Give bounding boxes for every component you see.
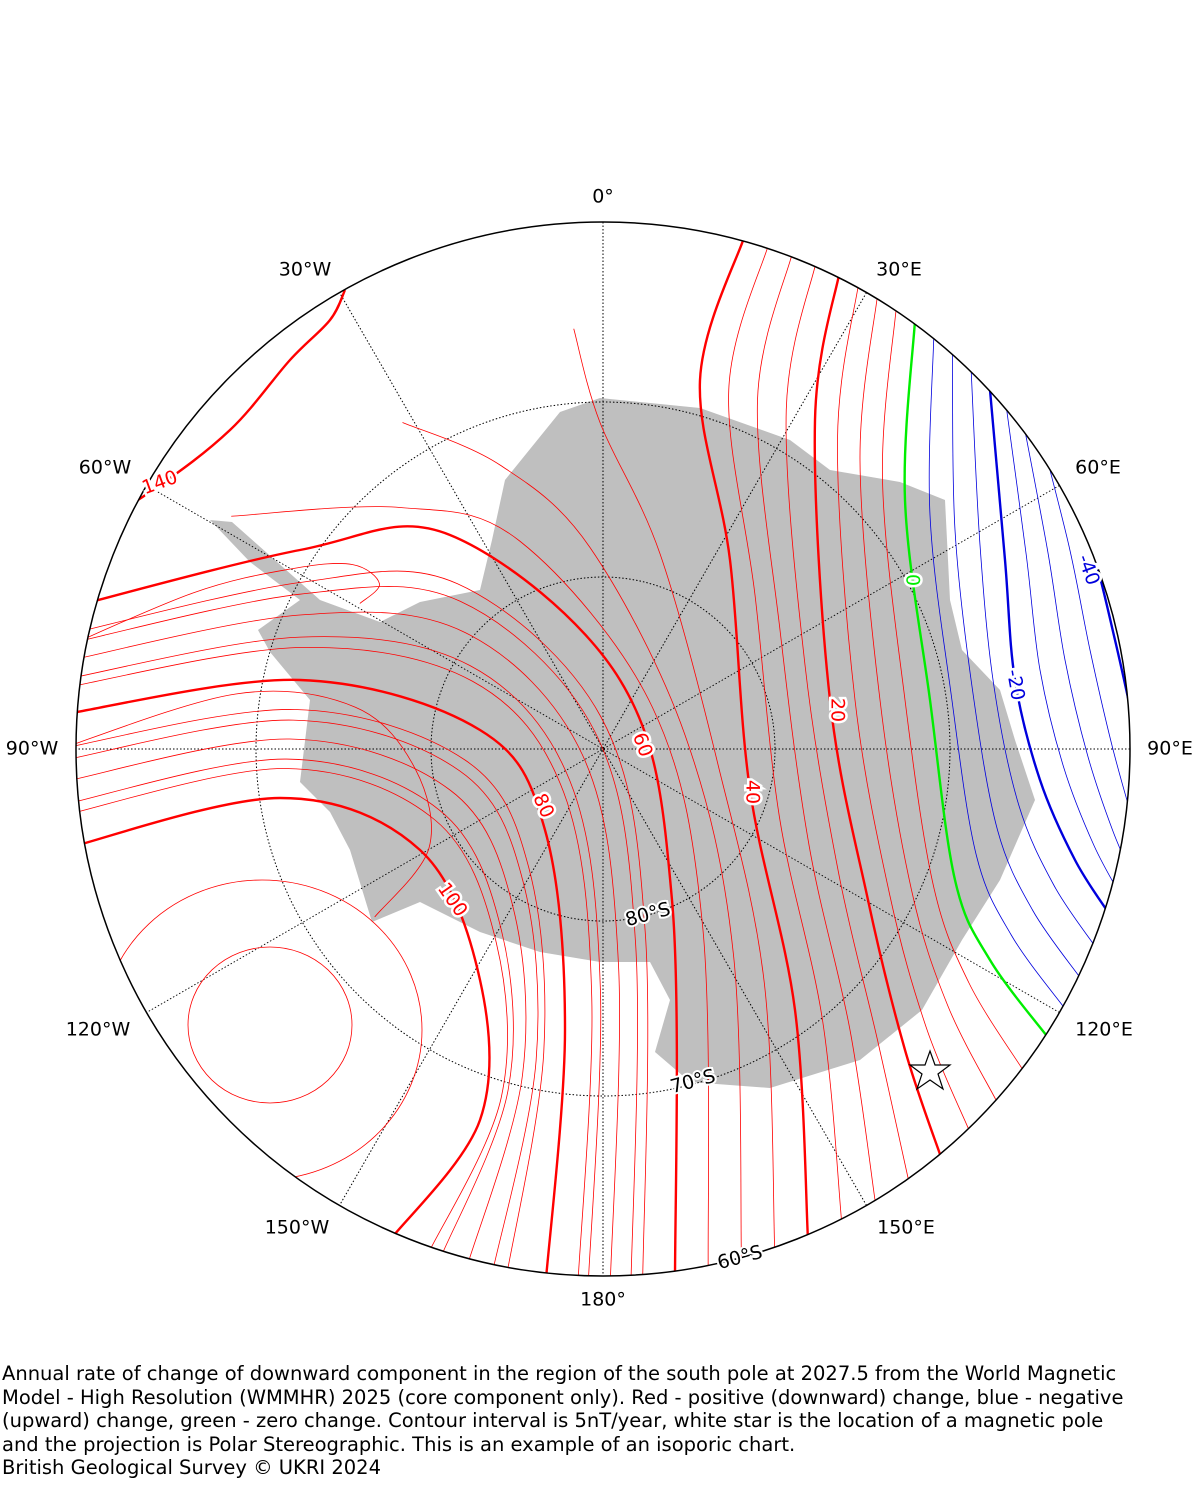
caption-line: and the projection is Polar Stereographi…	[2, 1432, 796, 1456]
longitude-label: 180°	[580, 1289, 626, 1311]
minor-contour	[1034, 412, 1130, 867]
minor-contour	[76, 719, 539, 1274]
map-boundary	[75, 221, 1131, 1277]
contour	[988, 389, 1112, 916]
polar-map: 0° 30°E 60°E 90°E 120°E 150°E 180° 150°W 120°W 90…	[6, 186, 1193, 1311]
contour-label: 140	[139, 466, 181, 499]
contour	[76, 289, 347, 562]
minor-contour	[1019, 404, 1130, 883]
longitude-label: 30°W	[279, 259, 332, 281]
longitude-label: 120°E	[1075, 1019, 1133, 1041]
longitude-label: 120°W	[66, 1019, 131, 1041]
longitude-label: 150°W	[265, 1217, 330, 1239]
map-body	[76, 222, 1130, 1276]
credit: British Geological Survey © UKRI 2024	[2, 1456, 381, 1479]
contour	[698, 234, 810, 1241]
longitude-label: 150°E	[877, 1217, 935, 1239]
minor-contour	[402, 422, 742, 1266]
contour-label: -40	[1073, 551, 1104, 588]
minor-contour	[76, 758, 514, 1257]
latitude-label: 60°S	[715, 1241, 765, 1274]
minor-contour	[76, 647, 593, 1276]
caption-line: Model - High Resolution (WMMHR) 2025 (co…	[2, 1385, 1124, 1409]
minor-contour	[785, 261, 909, 1181]
minor-contour	[970, 372, 1096, 947]
minor-contour	[928, 337, 1066, 1009]
minor-contour	[1004, 397, 1123, 899]
minor-contour	[881, 307, 1024, 1071]
minor-contour	[76, 768, 508, 1253]
contour-label: 20	[827, 698, 849, 722]
minor-contour	[76, 636, 602, 1276]
contour-label: 40	[742, 780, 764, 804]
minor-contour	[76, 570, 649, 1276]
contour	[76, 678, 567, 1276]
minor-contour	[231, 506, 710, 1276]
meridian	[146, 485, 1060, 1013]
contour	[903, 319, 1051, 1041]
graticule	[76, 222, 1130, 1276]
longitude-label: 90°E	[1147, 738, 1193, 760]
minor-contour	[76, 586, 638, 1276]
longitude-label: 60°E	[1075, 457, 1121, 479]
caption-line: Annual rate of change of downward compon…	[2, 1362, 1117, 1385]
minor-contour	[859, 294, 997, 1101]
longitude-label: 0°	[592, 186, 614, 208]
minor-contour	[76, 611, 620, 1276]
minor-contour	[756, 252, 876, 1201]
magnetic-pole-star	[908, 1049, 952, 1091]
caption-line: (upward) change, green - zero change. Co…	[2, 1409, 1104, 1432]
minor-contour	[573, 328, 776, 1253]
contour	[76, 796, 491, 1241]
minor-contour	[101, 879, 423, 1181]
minor-contour	[76, 690, 432, 918]
contour-label: 0	[902, 574, 924, 586]
minor-contour	[187, 946, 353, 1104]
longitude-label: 90°W	[6, 738, 59, 760]
longitude-label: 60°W	[79, 457, 132, 479]
contour	[1048, 419, 1130, 851]
minor-contour	[76, 738, 527, 1266]
minor-contour	[952, 354, 1081, 978]
antarctica	[210, 398, 1035, 1088]
contour	[813, 269, 944, 1161]
minor-contour	[76, 709, 546, 1276]
minor-contour	[837, 282, 970, 1131]
latitude-label: 70°S	[668, 1065, 718, 1098]
meridian	[146, 485, 1060, 1013]
contour	[76, 525, 679, 1276]
meridian	[339, 292, 867, 1206]
minor-contour	[76, 563, 380, 657]
contour-label: -20	[1002, 668, 1029, 702]
minor-contour	[728, 243, 842, 1221]
meridian	[339, 292, 867, 1206]
longitude-label: 30°E	[876, 259, 922, 281]
